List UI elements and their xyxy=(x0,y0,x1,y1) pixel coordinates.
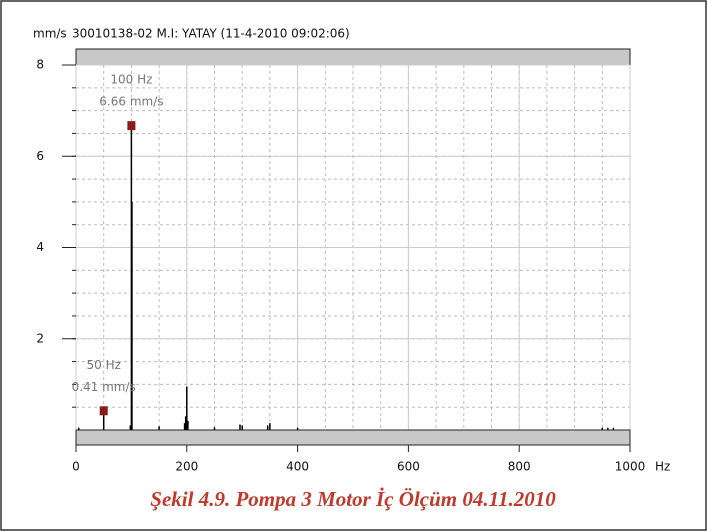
x-unit: Hz xyxy=(655,460,670,474)
marker-hz: 100 Hz xyxy=(110,73,152,87)
marker-amp: 0.41 mm/s xyxy=(72,380,136,394)
y-tick-label: 8 xyxy=(36,58,44,72)
peak-marker xyxy=(99,406,108,416)
marker-hz: 50 Hz xyxy=(86,358,120,372)
top-bar xyxy=(75,48,631,66)
y-unit: mm/s xyxy=(33,27,67,41)
x-tick-label: 1000 xyxy=(615,460,646,474)
y-tick-label: 4 xyxy=(36,240,44,254)
y-tick-label: 6 xyxy=(36,149,44,163)
x-tick-label: 0 xyxy=(72,460,80,474)
x-tick-label: 800 xyxy=(508,460,531,474)
marker-amp: 6.66 mm/s xyxy=(99,95,163,109)
peak-marker xyxy=(127,121,136,131)
chart-title: 30010138-02 M.I: YATAY (11-4-2010 09:02:… xyxy=(72,27,350,41)
x-tick-label: 600 xyxy=(397,460,420,474)
y-tick-label: 2 xyxy=(36,331,44,345)
x-tick-label: 400 xyxy=(286,460,309,474)
bottom-bar xyxy=(75,429,631,446)
caption: Şekil 4.9. Pompa 3 Motor İç Ölçüm 04.11.… xyxy=(150,487,556,511)
x-tick-label: 200 xyxy=(175,460,198,474)
